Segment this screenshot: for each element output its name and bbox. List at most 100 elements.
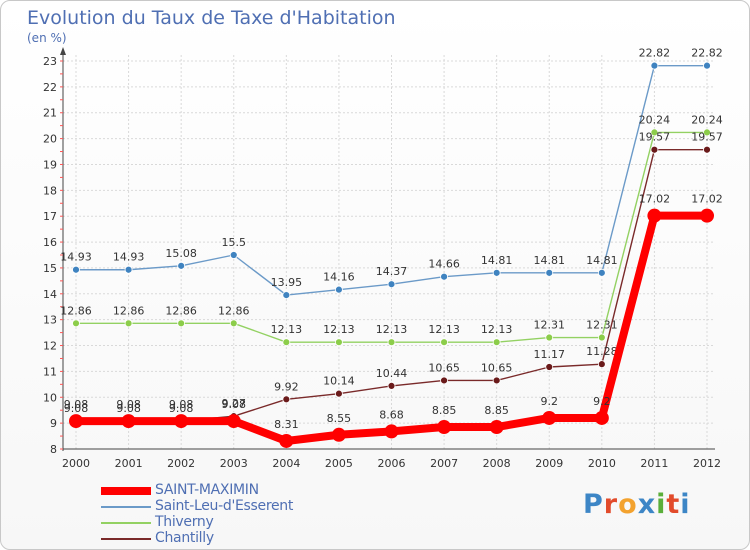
data-label-saint-leu: 22.82 [691, 47, 723, 60]
data-point-saint-maximin [331, 427, 346, 442]
data-label-saint-maximin: 9.2 [541, 395, 559, 408]
data-point-thiverny [282, 338, 291, 347]
data-label-chantilly: 9.08 [169, 402, 194, 415]
legend-label: Thiverny [155, 514, 214, 530]
y-tick-label: 18 [43, 184, 57, 197]
data-point-saint-leu [282, 291, 291, 299]
data-label-chantilly: 11.17 [534, 348, 566, 361]
y-tick-label: 9 [50, 417, 57, 430]
data-point-thiverny [387, 338, 396, 347]
data-point-saint-leu [229, 251, 238, 259]
data-label-thiverny: 12.13 [271, 323, 303, 336]
x-tick-label: 2001 [115, 457, 143, 470]
data-label-thiverny: 20.24 [639, 113, 671, 126]
data-label-saint-leu: 15.08 [165, 247, 197, 260]
data-point-thiverny [335, 338, 343, 347]
data-label-chantilly: 10.14 [323, 375, 355, 388]
data-point-saint-maximin [700, 208, 714, 223]
data-point-saint-maximin [69, 414, 83, 429]
legend: SAINT-MAXIMIN Saint-Leu-d'Esserent Thive… [101, 482, 401, 547]
data-label-chantilly: 9.27 [222, 397, 247, 410]
data-label-thiverny: 12.13 [428, 323, 460, 336]
data-point-saint-leu [335, 285, 343, 294]
legend-item-saint-leu: Saint-Leu-d'Esserent [101, 498, 401, 515]
y-tick-label: 21 [43, 107, 57, 120]
data-point-saint-leu [72, 265, 80, 274]
x-tick-label: 2010 [588, 457, 616, 470]
data-label-saint-leu: 14.81 [586, 254, 618, 267]
data-label-saint-maximin: 8.55 [327, 412, 352, 425]
data-label-saint-leu: 15.5 [222, 236, 247, 249]
legend-label: Chantilly [155, 530, 214, 546]
data-label-saint-leu: 14.16 [323, 271, 355, 284]
y-tick-label: 23 [43, 55, 57, 68]
data-point-saint-maximin [437, 420, 452, 435]
x-tick-label: 2003 [220, 457, 248, 470]
data-point-thiverny [650, 128, 659, 137]
data-label-saint-maximin: 17.02 [639, 193, 671, 206]
x-tick-label: 2008 [483, 457, 511, 470]
logo-letter: x [637, 489, 657, 520]
data-point-saint-leu [124, 265, 133, 274]
data-point-saint-leu [387, 280, 396, 289]
data-label-saint-maximin: 9.2 [593, 395, 611, 408]
data-label-thiverny: 12.86 [165, 304, 197, 317]
data-label-saint-leu: 14.81 [534, 254, 566, 267]
data-point-chantilly [703, 145, 711, 154]
data-label-saint-maximin: 8.31 [274, 418, 299, 431]
legend-swatch-thiverny [101, 522, 151, 524]
data-label-saint-maximin: 8.85 [432, 404, 457, 417]
data-label-chantilly: 19.57 [691, 131, 723, 144]
data-point-saint-maximin [384, 424, 399, 439]
logo-letter: P [583, 489, 604, 520]
x-tick-label: 2004 [272, 457, 300, 470]
data-point-saint-maximin [542, 410, 557, 425]
data-label-saint-leu: 22.82 [639, 47, 671, 60]
y-tick-label: 8 [50, 443, 57, 456]
data-point-thiverny [545, 333, 554, 342]
data-label-chantilly: 9.08 [64, 402, 89, 415]
y-tick-label: 11 [43, 365, 57, 378]
legend-label: SAINT-MAXIMIN [155, 482, 259, 498]
data-point-saint-maximin [174, 414, 189, 429]
data-point-thiverny [72, 319, 80, 328]
y-tick-label: 16 [43, 236, 57, 249]
y-tick-label: 22 [43, 81, 57, 94]
data-label-saint-maximin: 9.08 [116, 398, 141, 411]
y-axis-arrow [60, 47, 66, 55]
y-tick-label: 13 [43, 314, 57, 327]
chart-title: Evolution du Taux de Taxe d'Habitation [27, 7, 396, 29]
data-point-saint-leu [597, 268, 606, 277]
data-label-thiverny: 12.86 [218, 304, 250, 317]
data-point-chantilly [440, 376, 448, 385]
y-tick-label: 19 [43, 158, 57, 171]
legend-item-thiverny: Thiverny [101, 514, 401, 531]
x-tick-label: 2012 [693, 457, 721, 470]
data-point-thiverny [492, 338, 501, 347]
logo-letter: r [603, 489, 619, 520]
data-point-thiverny [597, 333, 606, 342]
x-tick-label: 2007 [430, 457, 458, 470]
y-tick-label: 20 [43, 133, 57, 146]
data-label-saint-leu: 14.66 [428, 258, 460, 271]
logo-letter: o [618, 489, 638, 520]
data-point-saint-maximin [594, 410, 609, 425]
logo-letter: i [656, 489, 667, 520]
data-point-saint-maximin [279, 433, 294, 448]
data-point-saint-maximin [489, 420, 504, 435]
data-point-chantilly [335, 389, 343, 398]
legend-swatch-saint-maximin [101, 487, 151, 495]
data-point-chantilly [492, 376, 501, 385]
data-label-saint-leu: 14.81 [481, 254, 513, 267]
data-label-chantilly: 9.08 [116, 402, 141, 415]
data-point-chantilly [387, 381, 396, 390]
data-point-thiverny [177, 319, 186, 328]
y-tick-label: 10 [43, 391, 57, 404]
x-tick-label: 2006 [378, 457, 406, 470]
data-label-thiverny: 12.13 [481, 323, 513, 336]
data-label-thiverny: 12.31 [586, 319, 618, 332]
data-label-saint-maximin: 9.08 [222, 398, 247, 411]
legend-item-saint-maximin: SAINT-MAXIMIN [101, 482, 401, 499]
